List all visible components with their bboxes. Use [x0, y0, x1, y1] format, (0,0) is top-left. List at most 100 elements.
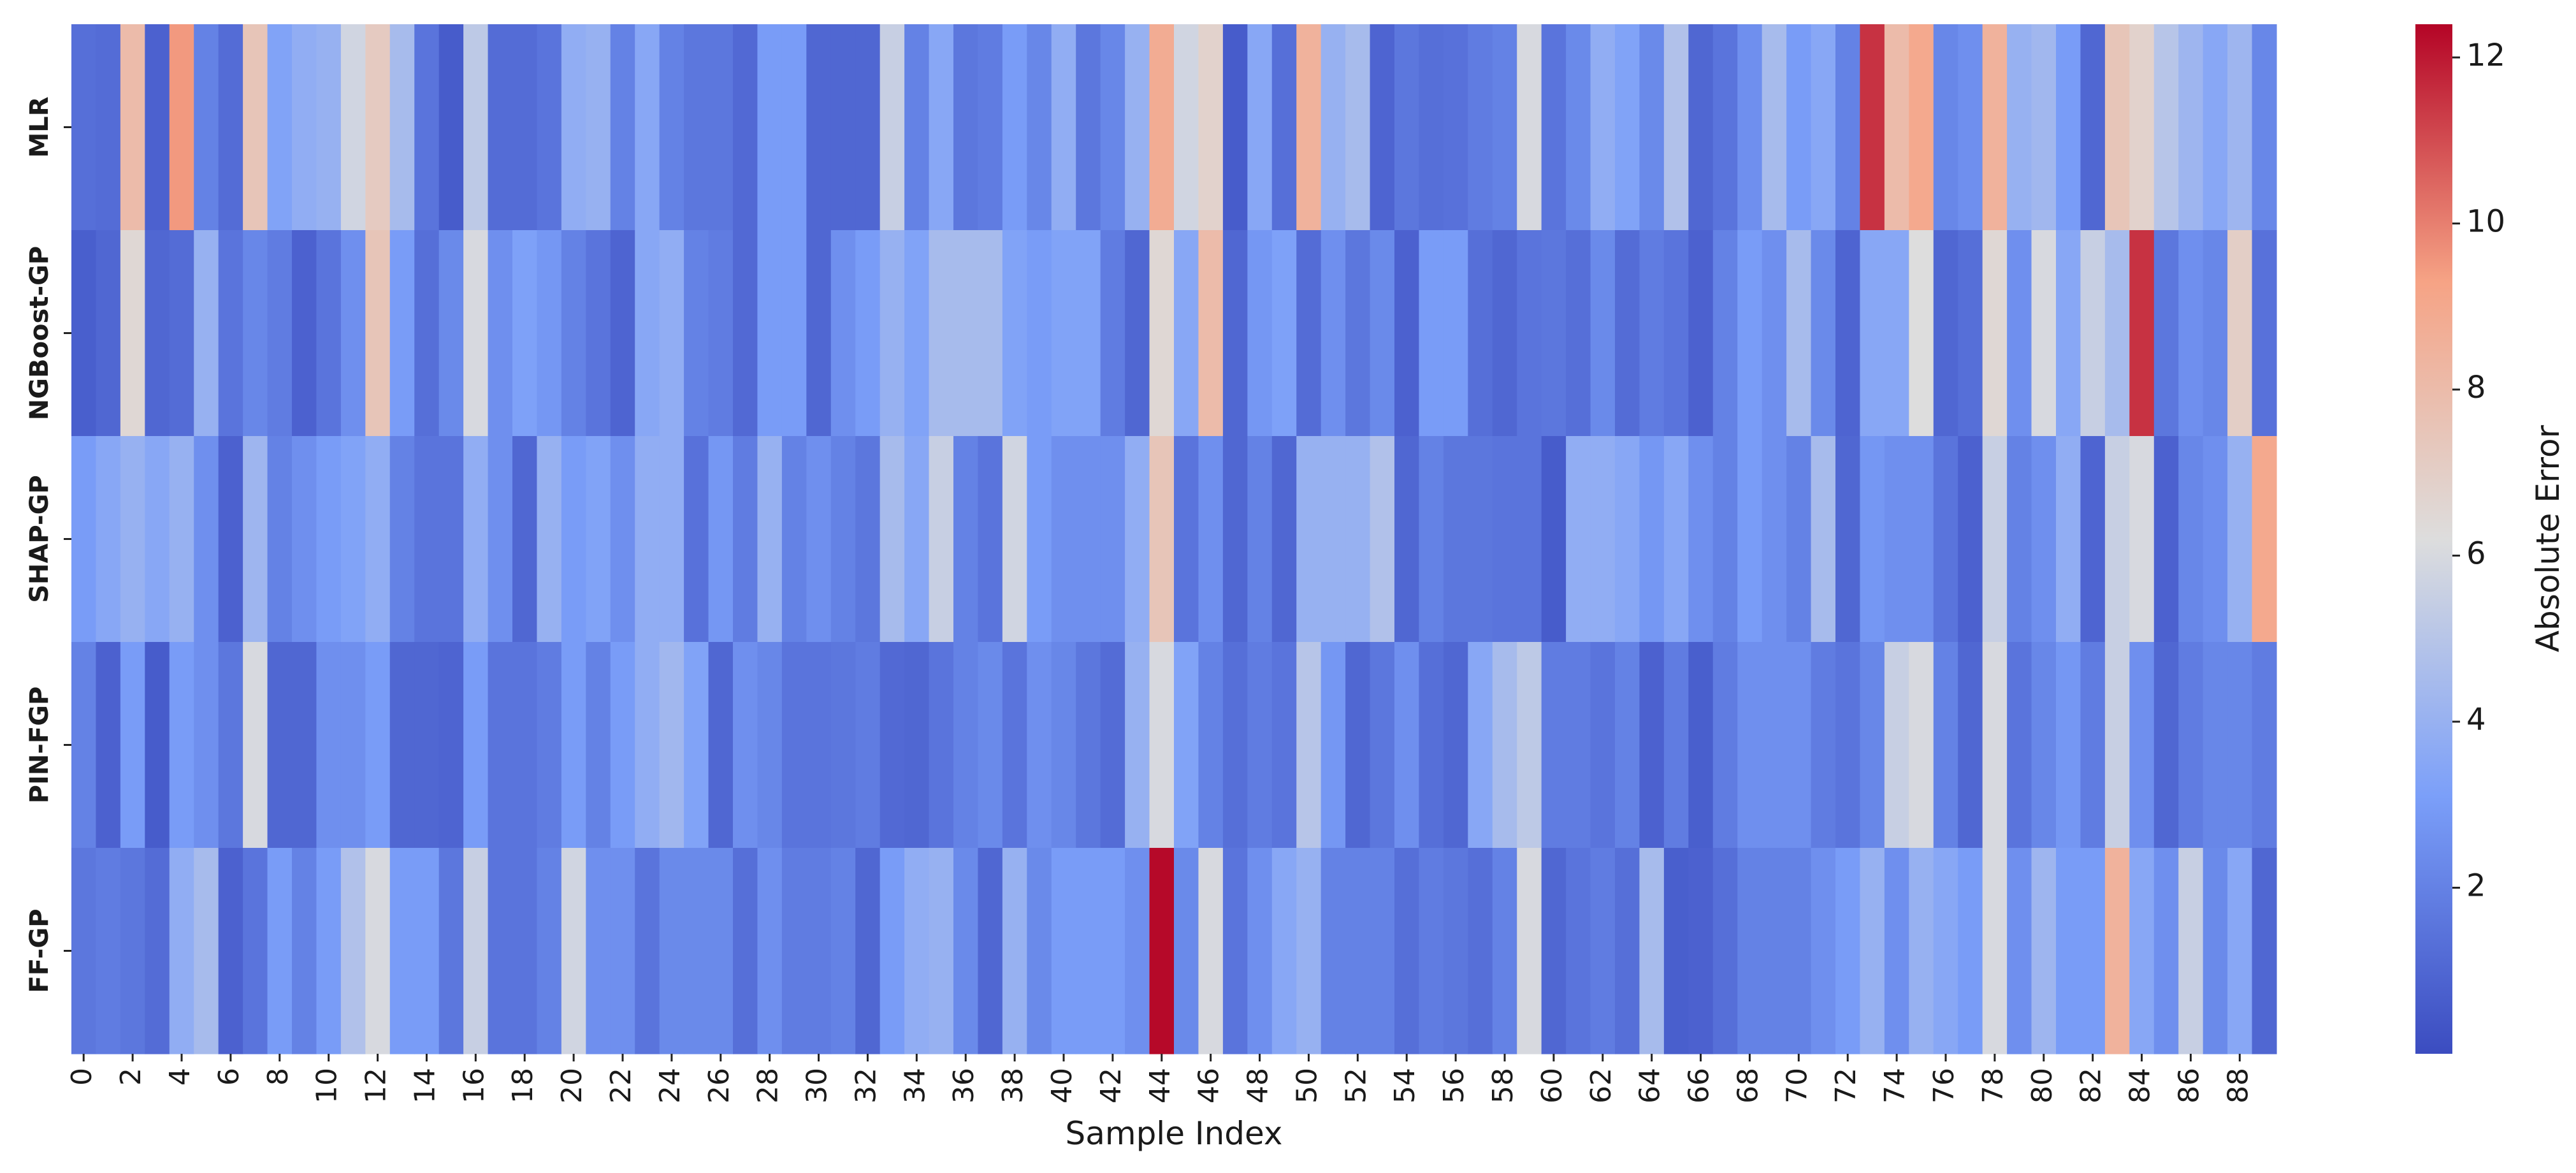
heatmap-cell [1737, 848, 1763, 1054]
heatmap-cell [169, 436, 194, 643]
heatmap-cell [1566, 230, 1591, 437]
heatmap-cell [1639, 230, 1665, 437]
heatmap-cell [1419, 230, 1444, 437]
heatmap-cell [243, 24, 268, 231]
heatmap-cell [1835, 24, 1861, 231]
heatmap-cell [218, 642, 243, 849]
heatmap-cell [610, 24, 635, 231]
heatmap-cell [414, 230, 440, 437]
heatmap-cell [1566, 848, 1591, 1054]
heatmap-cell [1222, 230, 1248, 437]
heatmap-cell [830, 436, 856, 643]
heatmap-cell [1541, 848, 1567, 1054]
heatmap-cell [120, 848, 145, 1054]
heatmap-cell [316, 436, 342, 643]
heatmap-cell [2080, 642, 2106, 849]
heatmap-cell [1860, 230, 1885, 437]
heatmap-cell [904, 642, 930, 849]
heatmap-cell [1884, 642, 1909, 849]
heatmap-cell [806, 230, 832, 437]
x-tick-label: 38 [997, 1068, 1029, 1104]
heatmap-cell [635, 642, 660, 849]
x-tick-label: 54 [1389, 1068, 1421, 1104]
x-tick-label: 28 [752, 1068, 785, 1104]
heatmap-cell [2178, 848, 2204, 1054]
heatmap-cell [855, 436, 881, 643]
x-tick-label: 6 [213, 1068, 245, 1086]
heatmap-cell [2203, 24, 2228, 231]
heatmap-cell [194, 642, 219, 849]
heatmap-cell [537, 436, 562, 643]
colorbar-gradient [2415, 24, 2452, 1054]
heatmap-cell [953, 848, 979, 1054]
heatmap-cell [1860, 848, 1885, 1054]
heatmap-cell [635, 230, 660, 437]
heatmap-cell [1909, 642, 1934, 849]
heatmap-cell [463, 436, 489, 643]
heatmap-cell [1933, 848, 1958, 1054]
heatmap-cell [71, 642, 97, 849]
heatmap-cell [1663, 24, 1689, 231]
x-tick-label: 68 [1732, 1068, 1764, 1104]
heatmap-cell [1443, 642, 1468, 849]
heatmap-cell [1027, 642, 1052, 849]
row-label: SHAP-GP [25, 475, 54, 603]
x-tick-label: 34 [899, 1068, 931, 1104]
heatmap-cell [2031, 230, 2057, 437]
colorbar-label: Absolute Error [2529, 425, 2566, 652]
heatmap-cell [781, 436, 807, 643]
heatmap-cell [1958, 230, 1983, 437]
heatmap-cell [1663, 230, 1689, 437]
heatmap-cell [659, 24, 684, 231]
heatmap-cell [561, 230, 586, 437]
heatmap-cell [781, 848, 807, 1054]
heatmap-cell [1762, 230, 1787, 437]
heatmap-cell [389, 436, 415, 643]
heatmap-cell [2104, 436, 2130, 643]
heatmap-cell [904, 230, 930, 437]
x-tick-label: 80 [2026, 1068, 2059, 1104]
heatmap-cell [1100, 436, 1125, 643]
heatmap-cell [1933, 642, 1958, 849]
heatmap-cell [1174, 642, 1199, 849]
heatmap-cell [2252, 436, 2277, 643]
heatmap-cell [438, 436, 464, 643]
heatmap-cell [340, 24, 366, 231]
heatmap-cell [267, 642, 293, 849]
heatmap-cell [1468, 642, 1493, 849]
heatmap-cell [1737, 436, 1763, 643]
heatmap-cell [1639, 436, 1665, 643]
heatmap-cell [1076, 24, 1101, 231]
heatmap-cell [1615, 642, 1640, 849]
heatmap-cell [267, 436, 293, 643]
heatmap-cell [96, 436, 121, 643]
heatmap-cell [463, 642, 489, 849]
heatmap-cell [169, 24, 194, 231]
heatmap-cell [1712, 24, 1738, 231]
heatmap-cell [145, 848, 170, 1054]
heatmap-cell [1541, 230, 1567, 437]
heatmap-cell [267, 848, 293, 1054]
heatmap-cell [414, 848, 440, 1054]
heatmap-cell [1002, 436, 1027, 643]
heatmap-cell [2178, 642, 2204, 849]
heatmap-cell [1982, 848, 2008, 1054]
heatmap-cell [316, 642, 342, 849]
heatmap-cell [1712, 436, 1738, 643]
heatmap-cell [1909, 436, 1934, 643]
heatmap-cell [1590, 436, 1616, 643]
heatmap-cell [488, 848, 513, 1054]
heatmap-cell [953, 642, 979, 849]
heatmap-cell [659, 642, 684, 849]
heatmap-cell [2153, 436, 2179, 643]
heatmap-cell [757, 848, 783, 1054]
heatmap-cell [512, 24, 538, 231]
heatmap-cell [635, 848, 660, 1054]
heatmap-cell [1027, 24, 1052, 231]
colorbar-tick-label: 6 [2466, 536, 2486, 572]
heatmap-cell [2080, 230, 2106, 437]
heatmap-cell [1517, 230, 1542, 437]
heatmap-cell [830, 848, 856, 1054]
heatmap-cell [1909, 230, 1934, 437]
